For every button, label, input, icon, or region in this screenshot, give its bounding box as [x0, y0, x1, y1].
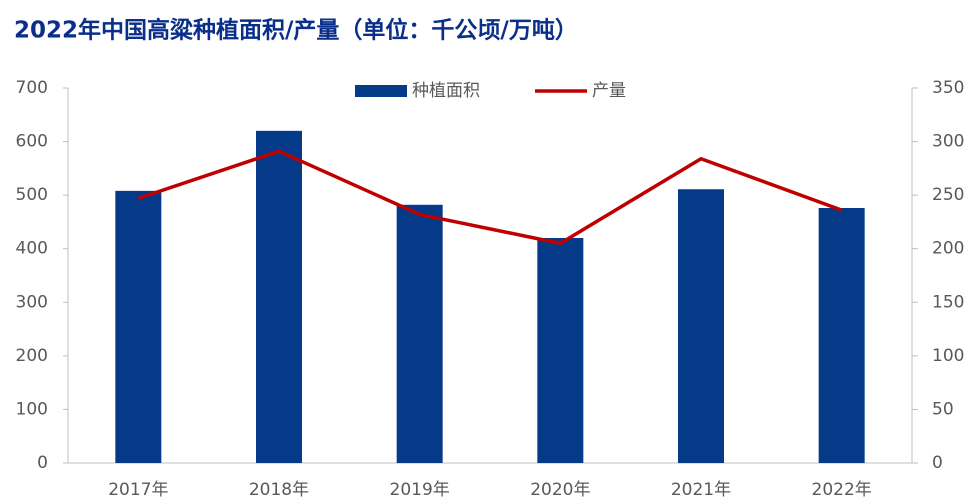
- bar: [537, 238, 584, 463]
- chart-title: 2022年中国高粱种植面积/产量（单位：千公顷/万吨）: [14, 17, 578, 44]
- x-tick-label: 2019年: [390, 480, 450, 500]
- y-tick-label: 200: [16, 346, 48, 366]
- y-tick-label: 500: [16, 185, 48, 205]
- bar: [678, 189, 724, 463]
- y2-tick-label: 200: [932, 239, 964, 259]
- y2-tick-label: 0: [932, 453, 943, 473]
- y-tick-label: 700: [16, 78, 48, 98]
- x-tick-label: 2021年: [671, 480, 731, 500]
- x-tick-label: 2020年: [530, 480, 590, 500]
- y2-tick-label: 250: [932, 185, 964, 205]
- line: [137, 149, 843, 246]
- bar: [256, 130, 302, 463]
- bar: [818, 208, 865, 463]
- legend-label: 种植面积: [412, 81, 480, 101]
- y-tick-label: 600: [16, 132, 48, 152]
- y2-tick-label: 300: [932, 132, 964, 152]
- x-tick-label: 2018年: [249, 480, 309, 500]
- legend-label: 产量: [592, 81, 626, 101]
- y2-tick-label: 350: [932, 78, 964, 98]
- y-tick-label: 400: [16, 239, 48, 259]
- y-tick-label: 0: [37, 453, 48, 473]
- y2-tick-label: 100: [932, 346, 964, 366]
- y2-tick-label: 150: [932, 292, 964, 312]
- bar: [115, 190, 162, 463]
- x-tick-label: 2022年: [812, 480, 872, 500]
- y-tick-label: 300: [16, 292, 48, 312]
- x-tick-label: 2017年: [108, 480, 168, 500]
- legend-swatch: [355, 85, 407, 97]
- y2-tick-label: 50: [932, 399, 954, 419]
- bar: [396, 204, 443, 464]
- y-tick-label: 100: [16, 399, 48, 419]
